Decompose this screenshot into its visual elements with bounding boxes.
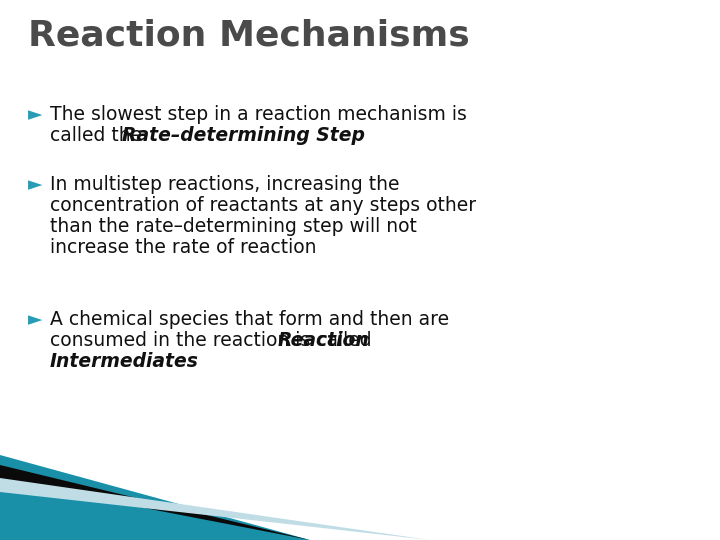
Text: Reaction Mechanisms: Reaction Mechanisms bbox=[28, 18, 469, 52]
Text: Rate–determining Step: Rate–determining Step bbox=[122, 126, 365, 145]
Text: called the: called the bbox=[50, 126, 148, 145]
Text: ►: ► bbox=[28, 175, 42, 194]
Polygon shape bbox=[0, 478, 430, 540]
Text: In multistep reactions, increasing the: In multistep reactions, increasing the bbox=[50, 175, 400, 194]
Polygon shape bbox=[0, 455, 310, 540]
Text: A chemical species that form and then are: A chemical species that form and then ar… bbox=[50, 310, 449, 329]
Text: than the rate–determining step will not: than the rate–determining step will not bbox=[50, 217, 417, 236]
Text: Intermediates: Intermediates bbox=[50, 352, 199, 371]
Text: concentration of reactants at any steps other: concentration of reactants at any steps … bbox=[50, 196, 476, 215]
Text: ►: ► bbox=[28, 310, 42, 329]
Text: consumed in the reaction is called: consumed in the reaction is called bbox=[50, 331, 377, 350]
Text: increase the rate of reaction: increase the rate of reaction bbox=[50, 238, 317, 257]
Text: Reaction: Reaction bbox=[278, 331, 370, 350]
Text: ►: ► bbox=[28, 105, 42, 124]
Text: The slowest step in a reaction mechanism is: The slowest step in a reaction mechanism… bbox=[50, 105, 467, 124]
Polygon shape bbox=[0, 465, 310, 540]
